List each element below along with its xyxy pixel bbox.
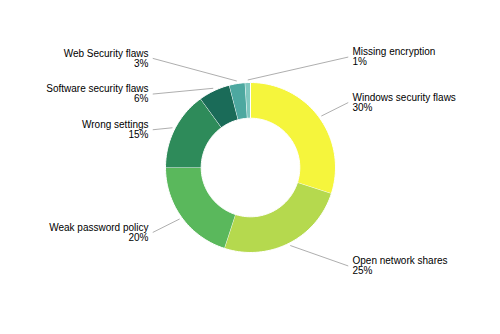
svg-text:Missing encryption1%: Missing encryption1%: [353, 46, 436, 67]
svg-text:Web Security flaws3%: Web Security flaws3%: [64, 48, 149, 69]
svg-text:Open network shares25%: Open network shares25%: [353, 255, 448, 276]
svg-text:Software security flaws6%: Software security flaws6%: [46, 83, 148, 104]
svg-text:Wrong settings15%: Wrong settings15%: [82, 119, 149, 140]
svg-text:Weak password policy20%: Weak password policy20%: [49, 222, 148, 243]
svg-text:Windows security flaws30%: Windows security flaws30%: [353, 92, 456, 113]
